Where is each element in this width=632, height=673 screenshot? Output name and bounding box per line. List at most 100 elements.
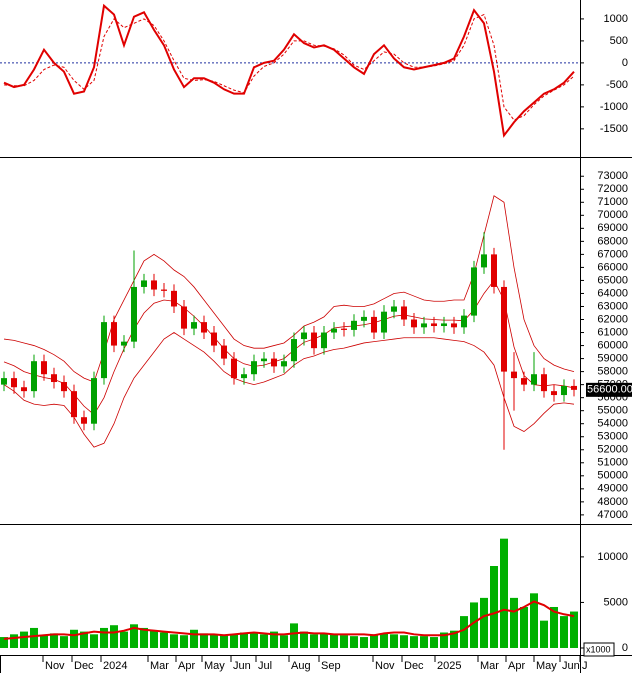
volume-bar — [350, 636, 358, 648]
candle-body — [131, 286, 137, 342]
y-tick-label: 0 — [622, 642, 628, 654]
candle-body — [561, 385, 567, 396]
volume-bar — [490, 565, 498, 648]
x-tick-label: Mar — [480, 660, 499, 672]
y-tick-label: 59000 — [597, 352, 628, 364]
candle-body — [181, 306, 187, 329]
y-tick-label: 0 — [622, 57, 628, 69]
y-tick-label: 61000 — [597, 326, 628, 338]
candle-body — [431, 323, 437, 327]
candle-body — [11, 378, 17, 388]
volume-bar — [420, 636, 428, 648]
volume-bar — [510, 597, 518, 648]
candle-body — [1, 378, 7, 385]
y-tick-label: 58000 — [597, 366, 628, 378]
y-tick-label: -1500 — [600, 123, 628, 135]
candle-body — [261, 358, 267, 362]
x-tick-label: 2025 — [437, 660, 461, 672]
candle-body — [41, 361, 47, 375]
y-tick-label: 71000 — [597, 196, 628, 208]
candle-body — [501, 286, 507, 372]
candle-body — [331, 328, 337, 333]
x-tick-label: Dec — [404, 660, 424, 672]
volume-bar — [220, 635, 228, 648]
x-tick-label: Apr — [508, 660, 525, 672]
candle-body — [481, 254, 487, 268]
candle-body — [291, 339, 297, 362]
last-price-label: 56600.00 — [587, 384, 632, 396]
candle-body — [191, 322, 197, 329]
candle-body — [171, 290, 177, 307]
candle-body — [541, 374, 547, 392]
volume-bar — [270, 631, 278, 648]
candle-body — [241, 374, 247, 379]
candle-body — [111, 322, 117, 346]
volume-bar — [520, 606, 528, 648]
bollinger-band — [3, 195, 575, 383]
candle-body — [421, 323, 427, 328]
candle-body — [401, 306, 407, 320]
y-tick-label: 65000 — [597, 274, 628, 286]
volume-bar — [410, 636, 418, 648]
volume-bar — [20, 631, 28, 648]
candle-body — [251, 361, 257, 375]
bollinger-band — [3, 279, 575, 416]
candle-body — [141, 280, 147, 287]
y-tick-label: 72000 — [597, 183, 628, 195]
unit-box — [583, 642, 615, 657]
volume-bar — [380, 633, 388, 648]
candle-body — [371, 316, 377, 333]
x-tick-label: J — [582, 660, 588, 672]
candle-body — [571, 385, 577, 390]
x-tick-label: Nov — [45, 660, 65, 672]
volume-bar — [230, 634, 238, 648]
x-tick-label: Nov — [375, 660, 395, 672]
candle-body — [231, 358, 237, 379]
y-tick-label: 51000 — [597, 457, 628, 469]
volume-bar — [360, 637, 368, 648]
candle-body — [271, 358, 277, 367]
candle-body — [161, 289, 167, 291]
candle-body — [321, 332, 327, 349]
y-tick-label: 64000 — [597, 287, 628, 299]
volume-bar — [70, 629, 78, 648]
volume-bar — [10, 634, 18, 648]
candle-body — [281, 361, 287, 367]
volume-bar — [480, 597, 488, 648]
candle-body — [341, 328, 347, 330]
y-tick-label: 70000 — [597, 209, 628, 221]
volume-bar — [310, 634, 318, 648]
y-tick-label: 50000 — [597, 470, 628, 482]
y-tick-label: 69000 — [597, 222, 628, 234]
volume-bar — [280, 635, 288, 648]
candle-body — [21, 387, 27, 392]
candle-body — [531, 374, 537, 385]
volume-bar — [50, 633, 58, 648]
y-tick-label: 66000 — [597, 261, 628, 273]
candle-body — [471, 267, 477, 316]
candle-body — [221, 345, 227, 359]
y-tick-label: 62000 — [597, 313, 628, 325]
volume-bar — [460, 616, 468, 648]
y-tick-label: 68000 — [597, 235, 628, 247]
volume-ma — [3, 600, 575, 640]
volume-bar — [530, 593, 538, 648]
bollinger-band — [3, 332, 575, 448]
candle-body — [411, 319, 417, 328]
volume-bar — [30, 627, 38, 648]
candle-body — [61, 382, 67, 392]
volume-bar — [550, 606, 558, 648]
volume-bar — [440, 632, 448, 648]
x-tick-label: Mar — [150, 660, 169, 672]
volume-bar — [290, 623, 298, 648]
y-tick-label: 54000 — [597, 418, 628, 430]
candle-body — [81, 417, 87, 424]
volume-bar — [190, 629, 198, 648]
volume-bar — [560, 616, 568, 648]
candle-body — [211, 332, 217, 346]
x-tick-label: Jun — [233, 660, 251, 672]
y-tick-label: 67000 — [597, 248, 628, 260]
candle-body — [391, 306, 397, 312]
volume-bar — [130, 624, 138, 648]
volume-bar — [90, 634, 98, 648]
